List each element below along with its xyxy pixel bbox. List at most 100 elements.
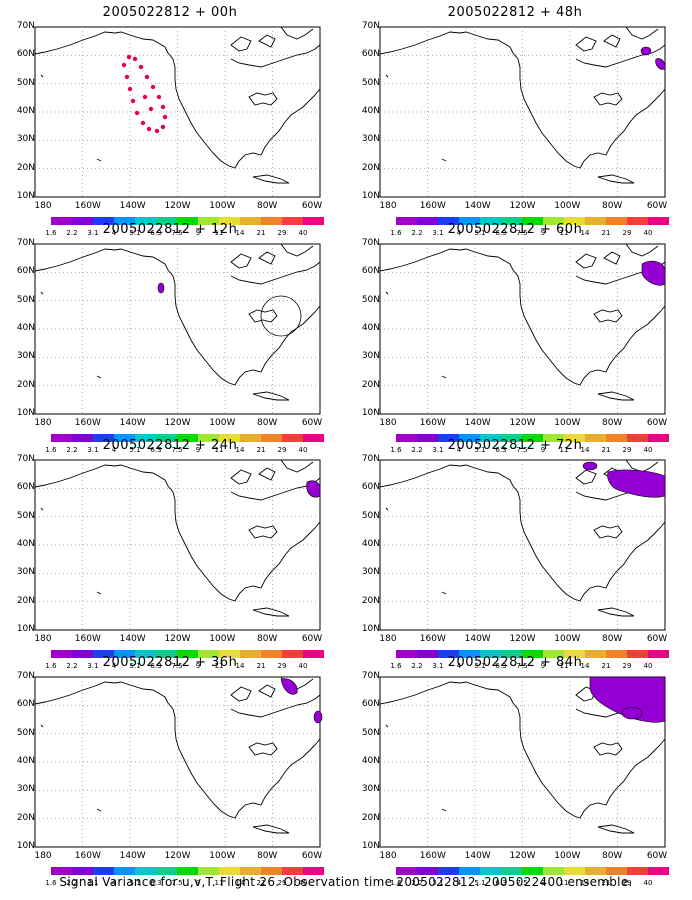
colorbar-swatch [93,434,114,442]
colorbar-swatch [72,867,93,875]
lat-tick-label: 30N [361,134,380,145]
colorbar-swatch [459,867,480,875]
lat-tick-label: 30N [16,134,35,145]
colorbar-label: 3.1 [87,229,99,237]
colorbar-label: 9 [195,229,201,237]
colorbar-swatch [564,650,585,658]
colorbar-label: 7.5 [516,662,528,670]
colorbar-label: 29 [277,662,287,670]
colorbar-swatch [459,434,480,442]
colorbar-swatch [156,217,177,225]
colorbar-label: 2.2 [411,229,423,237]
lat-tick-label: 30N [361,784,380,795]
lon-tick-label: 180 [379,418,397,428]
colorbar-label: 9 [540,229,546,237]
colorbar-label: 40 [298,879,308,887]
panel-title: 2005022812 + 12h [102,222,238,237]
colorbar-label: 2.2 [66,662,78,670]
lat-tick-label: 60N [361,49,380,60]
lon-tick-label: 60W [646,201,668,211]
colorbar-swatch [459,217,480,225]
colorbar-label: 21 [256,662,266,670]
lon-tick-label: 140W [464,201,491,211]
colorbar-label: 40 [643,662,653,670]
colorbar-swatch [480,650,501,658]
colorbar-swatch [72,434,93,442]
colorbar-label: 29 [277,879,287,887]
coastline [379,459,666,617]
lat-tick-label: 50N [16,510,35,521]
lat-tick-label: 20N [361,595,380,606]
colorbar-label: 4 [111,662,117,670]
map-panel: 2005022812 + 12h 70N 60N 50N 40N 30N 20N 10N 18… [5,222,335,454]
colorbar-label: 5.1 [474,879,486,887]
colorbar-swatch [501,217,522,225]
colorbar-label: 40 [298,446,308,454]
colorbar-swatch [501,867,522,875]
lon-tick-label: 80W [256,418,278,428]
colorbar-swatch [51,650,72,658]
lon-tick-label: 140W [464,851,491,861]
lon-tick-label: 60W [301,418,323,428]
map-area [379,26,666,198]
colorbar-swatch [501,650,522,658]
colorbar-label: 3.1 [432,879,444,887]
colorbar-swatch [114,434,135,442]
colorbar-label: 2.2 [411,446,423,454]
lon-tick-label: 80W [256,634,278,644]
colorbar-swatch [198,650,219,658]
panel-title: 2005022812 + 00h [102,5,238,20]
colorbar-label: 14 [580,446,590,454]
map-panel: 2005022812 + 00h 70N 60N 50N 40N 30N 20N 10N 18… [5,5,335,237]
colorbar-label: 4 [456,446,462,454]
colorbar-swatch [522,217,543,225]
colorbar-swatch [564,867,585,875]
colorbar-label: 21 [601,446,611,454]
colorbar-label: 7.5 [171,446,183,454]
lon-tick-label: 180 [34,851,52,861]
colorbar-label: 14 [235,662,245,670]
lat-tick-label: 10N [361,624,380,634]
colorbar-label: 29 [622,879,632,887]
colorbar-label: 40 [643,446,653,454]
colorbar-swatch [282,434,303,442]
lon-tick-label: 60W [646,634,668,644]
colorbar-swatch [627,867,648,875]
lon-tick-label: 100W [554,201,581,211]
colorbar-label: 3.1 [87,662,99,670]
lat-tick-label: 50N [16,294,35,305]
colorbar-label: 1.6 [45,446,57,454]
colorbar-label: 21 [601,662,611,670]
colorbar-label: 11 [214,879,224,887]
lat-tick-label: 50N [16,727,35,738]
colorbar-swatch [135,217,156,225]
colorbar-label: 21 [256,879,266,887]
colorbar-swatch [438,650,459,658]
colorbar-label: 9 [540,879,546,887]
lon-tick-label: 140W [119,634,146,644]
lat-tick-label: 30N [16,784,35,795]
lat-tick-label: 20N [16,595,35,606]
colorbar-swatch [606,650,627,658]
colorbar-label: 6.3 [150,879,162,887]
lat-tick-label: 10N [16,624,35,634]
colorbar-label: 4 [456,662,462,670]
colorbar-swatch [282,650,303,658]
colorbar-label: 1.6 [390,662,402,670]
colorbar-swatch [438,867,459,875]
colorbar-label: 5.1 [129,662,141,670]
lat-tick-label: 60N [361,266,380,277]
coastline [34,26,321,184]
colorbar-swatch [396,867,417,875]
colorbar-label: 40 [298,662,308,670]
lat-tick-label: 60N [361,482,380,493]
colorbar-swatch [543,867,564,875]
map-panel: 2005022812 + 48h 70N 60N 50N 40N 30N 20N 10N 18… [350,5,680,237]
lon-tick-label: 140W [464,634,491,644]
lat-tick-label: 10N [16,408,35,418]
colorbar-label: 4 [111,446,117,454]
colorbar-label: 1.6 [45,229,57,237]
lat-tick-label: 10N [16,841,35,851]
colorbar-label: 40 [643,879,653,887]
lon-tick-label: 60W [301,851,323,861]
